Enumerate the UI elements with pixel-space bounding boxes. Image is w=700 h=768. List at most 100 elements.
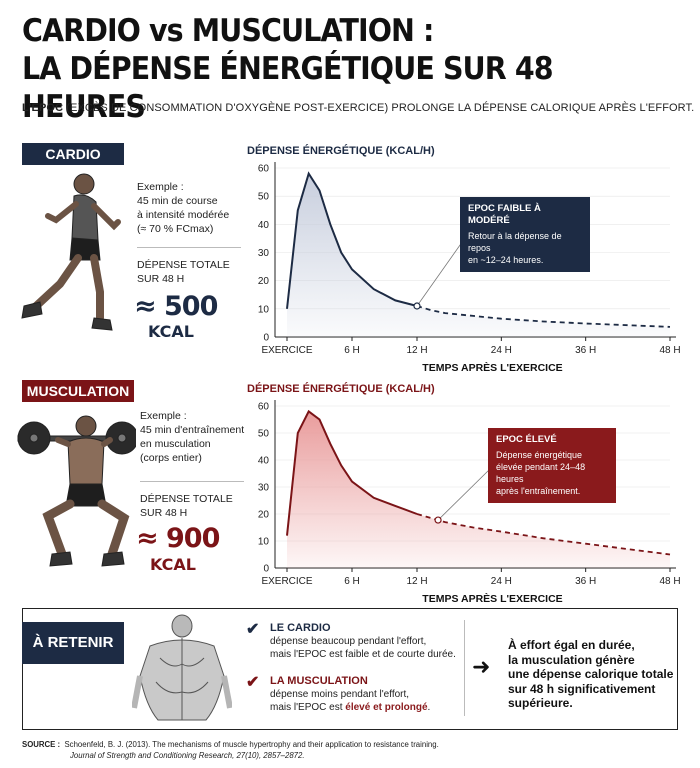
x-tick-label: 6 H: [344, 345, 360, 356]
series-line-solid: [286, 171, 418, 309]
y-tick-label: 50: [258, 192, 270, 203]
back-muscles-illustration: [132, 614, 232, 721]
y-tick-label: 10: [258, 304, 270, 315]
area-fill: [287, 173, 670, 337]
series-line-solid: [286, 409, 418, 536]
arrow-right-icon: ➜: [472, 654, 491, 679]
cardio-example-line: (≈ 70 % FCmax): [137, 223, 214, 235]
retenir-point-cardio: LE CARDIO dépense beaucoup pendant l'eff…: [270, 621, 460, 661]
x-tick-label: EXERCICE: [261, 576, 312, 587]
musculation-divider: [140, 481, 244, 482]
conclusion-line: une dépense calorique totale: [508, 667, 674, 681]
y-tick-label: 20: [258, 510, 270, 521]
musculation-total-label-line: SUR 48 H: [140, 507, 188, 519]
cardio-epoc-callout: EPOC FAIBLE À MODÉRÉ Retour à la dépense…: [460, 197, 590, 272]
cardio-example-line: Exemple :: [137, 181, 184, 193]
retenir-point1-title: LE CARDIO: [270, 622, 331, 634]
musculation-chart: DÉPENSE ÉNERGÉTIQUE (KCAL/H) 0 10 20 30 40 50 6…: [247, 382, 681, 605]
musculation-callout-title: EPOC ÉLEVÉ: [496, 434, 557, 445]
y-tick-label: 40: [258, 220, 270, 231]
cardio-example: Exemple : 45 min de course à intensité m…: [137, 180, 229, 236]
main-title-line1: CARDIO vs MUSCULATION :: [22, 13, 434, 49]
y-tick-label: 30: [258, 248, 270, 259]
y-tick-label: 60: [258, 164, 270, 175]
x-tick-label: EXERCICE: [261, 345, 312, 356]
musculation-total-label-line: DÉPENSE TOTALE: [140, 493, 233, 505]
x-tick-label: 12 H: [406, 345, 427, 356]
retenir-point2-line2: mais l'EPOC est élevé et prolongé.: [270, 701, 460, 714]
subtitle-rest: (EXCÈS DE CONSOMMATION D'OXYGÈNE POST-EX…: [63, 102, 695, 114]
cardio-example-line: 45 min de course: [137, 195, 218, 207]
source-label: SOURCE :: [22, 740, 61, 749]
chart-xlabel: TEMPS APRÈS L'EXERCICE: [422, 361, 562, 374]
series-line-dashed: [416, 305, 671, 328]
x-tick-label: 24 H: [491, 576, 512, 587]
squat-illustration: [17, 415, 136, 567]
musculation-callout-line: Dépense énergétique: [496, 450, 583, 460]
subtitle: L'EPOC (EXCÈS DE CONSOMMATION D'OXYGÈNE …: [22, 102, 694, 114]
retenir-divider: [464, 620, 465, 716]
musculation-example-line: (corps entier): [140, 452, 202, 464]
conclusion-line: À effort égal en durée,: [508, 638, 635, 652]
musculation-callout-line: après l'entraînement.: [496, 486, 581, 496]
cardio-total-label-line: DÉPENSE TOTALE: [137, 259, 230, 271]
retenir-point2-line2-post: .: [427, 702, 431, 713]
retenir-point2-highlight: élevé et prolongé: [345, 702, 428, 713]
source-citation: SOURCE : Schoenfeld, B. J. (2013). The m…: [22, 739, 439, 761]
cardio-callout-title: EPOC FAIBLE À MODÉRÉ: [468, 203, 541, 226]
retenir-panel: [22, 608, 678, 730]
musculation-callout-line: élevée pendant 24–48 heures: [496, 462, 586, 484]
x-tick-label: 36 H: [575, 345, 596, 356]
y-tick-label: 10: [258, 537, 270, 548]
check-icon: ✔: [246, 674, 260, 691]
retenir-point-musculation: LA MUSCULATION dépense moins pendant l'e…: [270, 674, 460, 714]
musculation-total-label: DÉPENSE TOTALE SUR 48 H: [140, 492, 233, 520]
cardio-total-value: ≈ 500: [134, 291, 218, 322]
cardio-callout-line: Retour à la dépense de repos: [468, 231, 562, 253]
cardio-total-unit: KCAL: [148, 322, 194, 341]
cardio-total-label-line: SUR 48 H: [137, 273, 185, 285]
retenir-point1-line: mais l'EPOC est faible et de courte duré…: [270, 649, 456, 660]
musculation-example-line: en musculation: [140, 438, 211, 450]
x-tick-label: 48 H: [659, 345, 680, 356]
x-tick-label: 48 H: [659, 576, 680, 587]
conclusion-line: la musculation génère: [508, 652, 635, 667]
musculation-total-unit: KCAL: [150, 555, 196, 574]
callout-leader-line: [416, 237, 466, 307]
chart-xlabel: TEMPS APRÈS L'EXERCICE: [422, 592, 562, 605]
cardio-chart: DÉPENSE ÉNERGÉTIQUE (KCAL/H) 0 10 20 30 40 50 6…: [247, 144, 681, 374]
conclusion-line: sur 48 h significativement: [508, 681, 656, 696]
retenir-point2-line1: dépense moins pendant l'effort,: [270, 689, 410, 700]
musculation-example-line: Exemple :: [140, 410, 187, 422]
chart-ylabel: DÉPENSE ÉNERGÉTIQUE (KCAL/H): [247, 144, 435, 157]
runner-illustration: [21, 173, 121, 331]
y-tick-label: 0: [263, 333, 269, 344]
musculation-total-value: ≈ 900: [136, 523, 220, 554]
epoc-marker: [434, 516, 442, 524]
retenir-tag: À RETENIR: [22, 622, 124, 664]
musculation-example: Exemple : 45 min d'entraînement en muscu…: [140, 409, 244, 465]
subtitle-bold: L'EPOC: [22, 102, 64, 114]
cardio-total-label: DÉPENSE TOTALE SUR 48 H: [137, 258, 230, 286]
retenir-conclusion: À effort égal en durée, la musculation g…: [508, 638, 678, 711]
musculation-epoc-callout: EPOC ÉLEVÉ Dépense énergétique élevée pe…: [488, 428, 616, 503]
epoc-marker: [413, 302, 421, 310]
main-title: CARDIO vs MUSCULATION : LA DÉPENSE ÉNERG…: [22, 12, 646, 126]
y-tick-label: 30: [258, 483, 270, 494]
cardio-divider: [137, 247, 241, 248]
retenir-point2-title: LA MUSCULATION: [270, 675, 368, 687]
cardio-tag: CARDIO: [22, 143, 124, 165]
musculation-tag: MUSCULATION: [22, 380, 134, 402]
y-tick-label: 60: [258, 402, 270, 413]
callout-leader-line: [437, 467, 492, 521]
x-tick-label: 12 H: [406, 576, 427, 587]
source-line2: Journal of Strength and Conditioning Res…: [70, 751, 305, 760]
cardio-callout-line: en ~12–24 heures.: [468, 255, 544, 265]
y-tick-label: 0: [263, 564, 269, 575]
musculation-example-line: 45 min d'entraînement: [140, 424, 245, 436]
source-line1: Schoenfeld, B. J. (2013). The mechanisms…: [64, 740, 439, 749]
conclusion-line: supérieure.: [508, 696, 573, 710]
cardio-example-line: à intensité modérée: [137, 209, 230, 221]
x-tick-label: 6 H: [344, 576, 360, 587]
area-fill: [287, 411, 670, 568]
